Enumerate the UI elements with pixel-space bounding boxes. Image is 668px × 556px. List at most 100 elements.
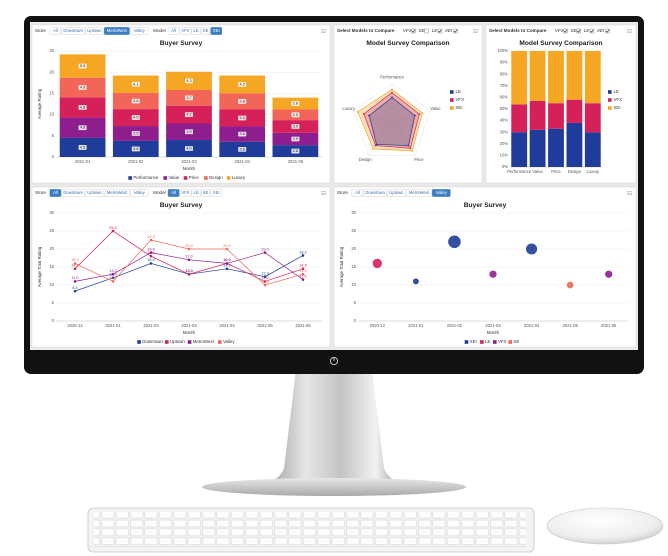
filter-button[interactable] [61, 189, 85, 197]
checkbox[interactable] [437, 28, 443, 34]
filter-button-label[interactable]: Uptown [389, 190, 404, 195]
checkbox-label[interactable]: XEI [596, 28, 605, 33]
checkbox-check[interactable] [590, 29, 594, 33]
data-label: 16.0 [223, 258, 230, 262]
filter-button[interactable] [85, 27, 104, 35]
filter-button[interactable] [191, 27, 201, 35]
checkbox[interactable] [453, 28, 458, 34]
radar-ring [384, 114, 400, 130]
filter-button-label[interactable]: Valley [134, 28, 146, 33]
checkbox-label[interactable]: VFX [403, 28, 413, 33]
power-ring[interactable] [329, 356, 339, 366]
y-tick-label: 10 [49, 112, 54, 117]
checkbox[interactable] [563, 28, 568, 34]
filter-button[interactable] [210, 189, 223, 197]
filter-button-label[interactable]: Downtown [63, 190, 83, 195]
checkbox-check[interactable] [454, 29, 458, 33]
checkbox-label[interactable]: SE [571, 28, 578, 33]
checkbox[interactable] [576, 28, 581, 34]
filter-button[interactable] [406, 189, 432, 197]
filter-button-label[interactable]: XEI [213, 190, 220, 195]
filter-button-label[interactable]: MetroWest [409, 190, 430, 195]
filter-button[interactable] [49, 189, 62, 197]
filter-button-label[interactable]: All [53, 28, 58, 33]
radar-point [368, 114, 371, 117]
filter-button[interactable] [363, 189, 387, 197]
filter-button[interactable] [61, 27, 85, 35]
radar-point [418, 113, 421, 116]
legend-swatch [187, 340, 192, 344]
x-tick-label: 2020-12 [67, 323, 83, 328]
filter-button-label[interactable]: XEI [213, 28, 220, 33]
filter-button-label[interactable]: All [171, 28, 176, 33]
filter-button[interactable] [201, 27, 211, 35]
filter-button-label[interactable]: Downtown [63, 28, 83, 33]
filter-button-label[interactable]: All [53, 190, 58, 195]
filter-button-label[interactable]: All [171, 190, 176, 195]
checkbox-check[interactable] [564, 29, 568, 33]
filter-button[interactable] [85, 189, 104, 197]
legend-label: Luxury [232, 175, 246, 180]
checkbox-check[interactable] [606, 29, 610, 33]
filter-button[interactable] [179, 27, 192, 35]
checkbox-check[interactable] [438, 29, 442, 33]
filter-button[interactable] [432, 189, 451, 197]
filter-button[interactable] [210, 27, 223, 35]
filter-button-label[interactable]: SE [203, 28, 209, 33]
filter-button[interactable] [179, 189, 192, 197]
radar-point [391, 88, 393, 91]
checkbox-label[interactable]: VFX [555, 28, 565, 33]
filter-button[interactable] [387, 189, 406, 197]
filter-button[interactable] [130, 27, 149, 35]
bar-segment [529, 51, 546, 101]
filter-button-label[interactable]: Valley [134, 190, 146, 195]
data-label: 8.3 [72, 286, 77, 290]
data-label: 2.5 [293, 113, 298, 117]
filter-button-label[interactable]: Uptown [87, 28, 102, 33]
checkbox[interactable] [411, 28, 416, 34]
checkbox-label[interactable]: SE [419, 28, 426, 33]
radar-point [421, 112, 424, 115]
filter-button-label[interactable]: Downtown [365, 190, 385, 195]
data-label-box [131, 98, 140, 104]
filter-button[interactable] [167, 27, 180, 35]
legend-label: Uptown [170, 339, 185, 344]
filter-button-label[interactable]: MetroWest [107, 28, 128, 33]
data-label: 19.0 [261, 247, 268, 251]
filter-button[interactable] [130, 189, 149, 197]
data-label: 13.0 [109, 269, 116, 273]
y-tick-label: 30% [500, 129, 509, 134]
checkbox-label[interactable]: XEI [444, 28, 453, 33]
checkbox[interactable] [589, 28, 595, 34]
checkbox[interactable] [605, 28, 610, 34]
filter-button[interactable] [49, 27, 62, 35]
power-button[interactable] [329, 356, 339, 366]
filter-button-label[interactable]: Valley [436, 190, 448, 195]
checkbox-check[interactable] [577, 29, 581, 33]
filter-button[interactable] [167, 189, 180, 197]
checkbox-label[interactable]: LE [584, 28, 591, 33]
filter-button-label[interactable]: Uptown [87, 190, 102, 195]
filter-button-label[interactable]: VFX [181, 190, 189, 195]
checkbox-check[interactable] [412, 29, 416, 33]
data-label-box [131, 81, 140, 87]
data-label-box [78, 104, 87, 110]
filter-button-label[interactable]: LE [194, 28, 199, 33]
filter-button[interactable] [351, 189, 364, 197]
filter-button[interactable] [104, 27, 130, 35]
line-point [111, 272, 115, 276]
filter-button-label[interactable]: All [355, 190, 360, 195]
filter-button-label[interactable]: LE [194, 190, 199, 195]
filter-button[interactable] [104, 189, 130, 197]
checkbox[interactable] [424, 28, 429, 34]
filter-button[interactable] [201, 189, 211, 197]
filter-button[interactable] [191, 189, 201, 197]
checkbox-label[interactable]: LE [432, 28, 439, 33]
filter-button-label[interactable]: MetroWest [107, 190, 128, 195]
keyboard-keys [94, 512, 526, 548]
filter-button-label[interactable]: SE [203, 190, 209, 195]
legend-label: VFX [456, 97, 465, 102]
filter-button-label[interactable]: VFX [181, 28, 189, 33]
data-label: 13.0 [299, 269, 306, 273]
data-label-box [238, 82, 247, 87]
